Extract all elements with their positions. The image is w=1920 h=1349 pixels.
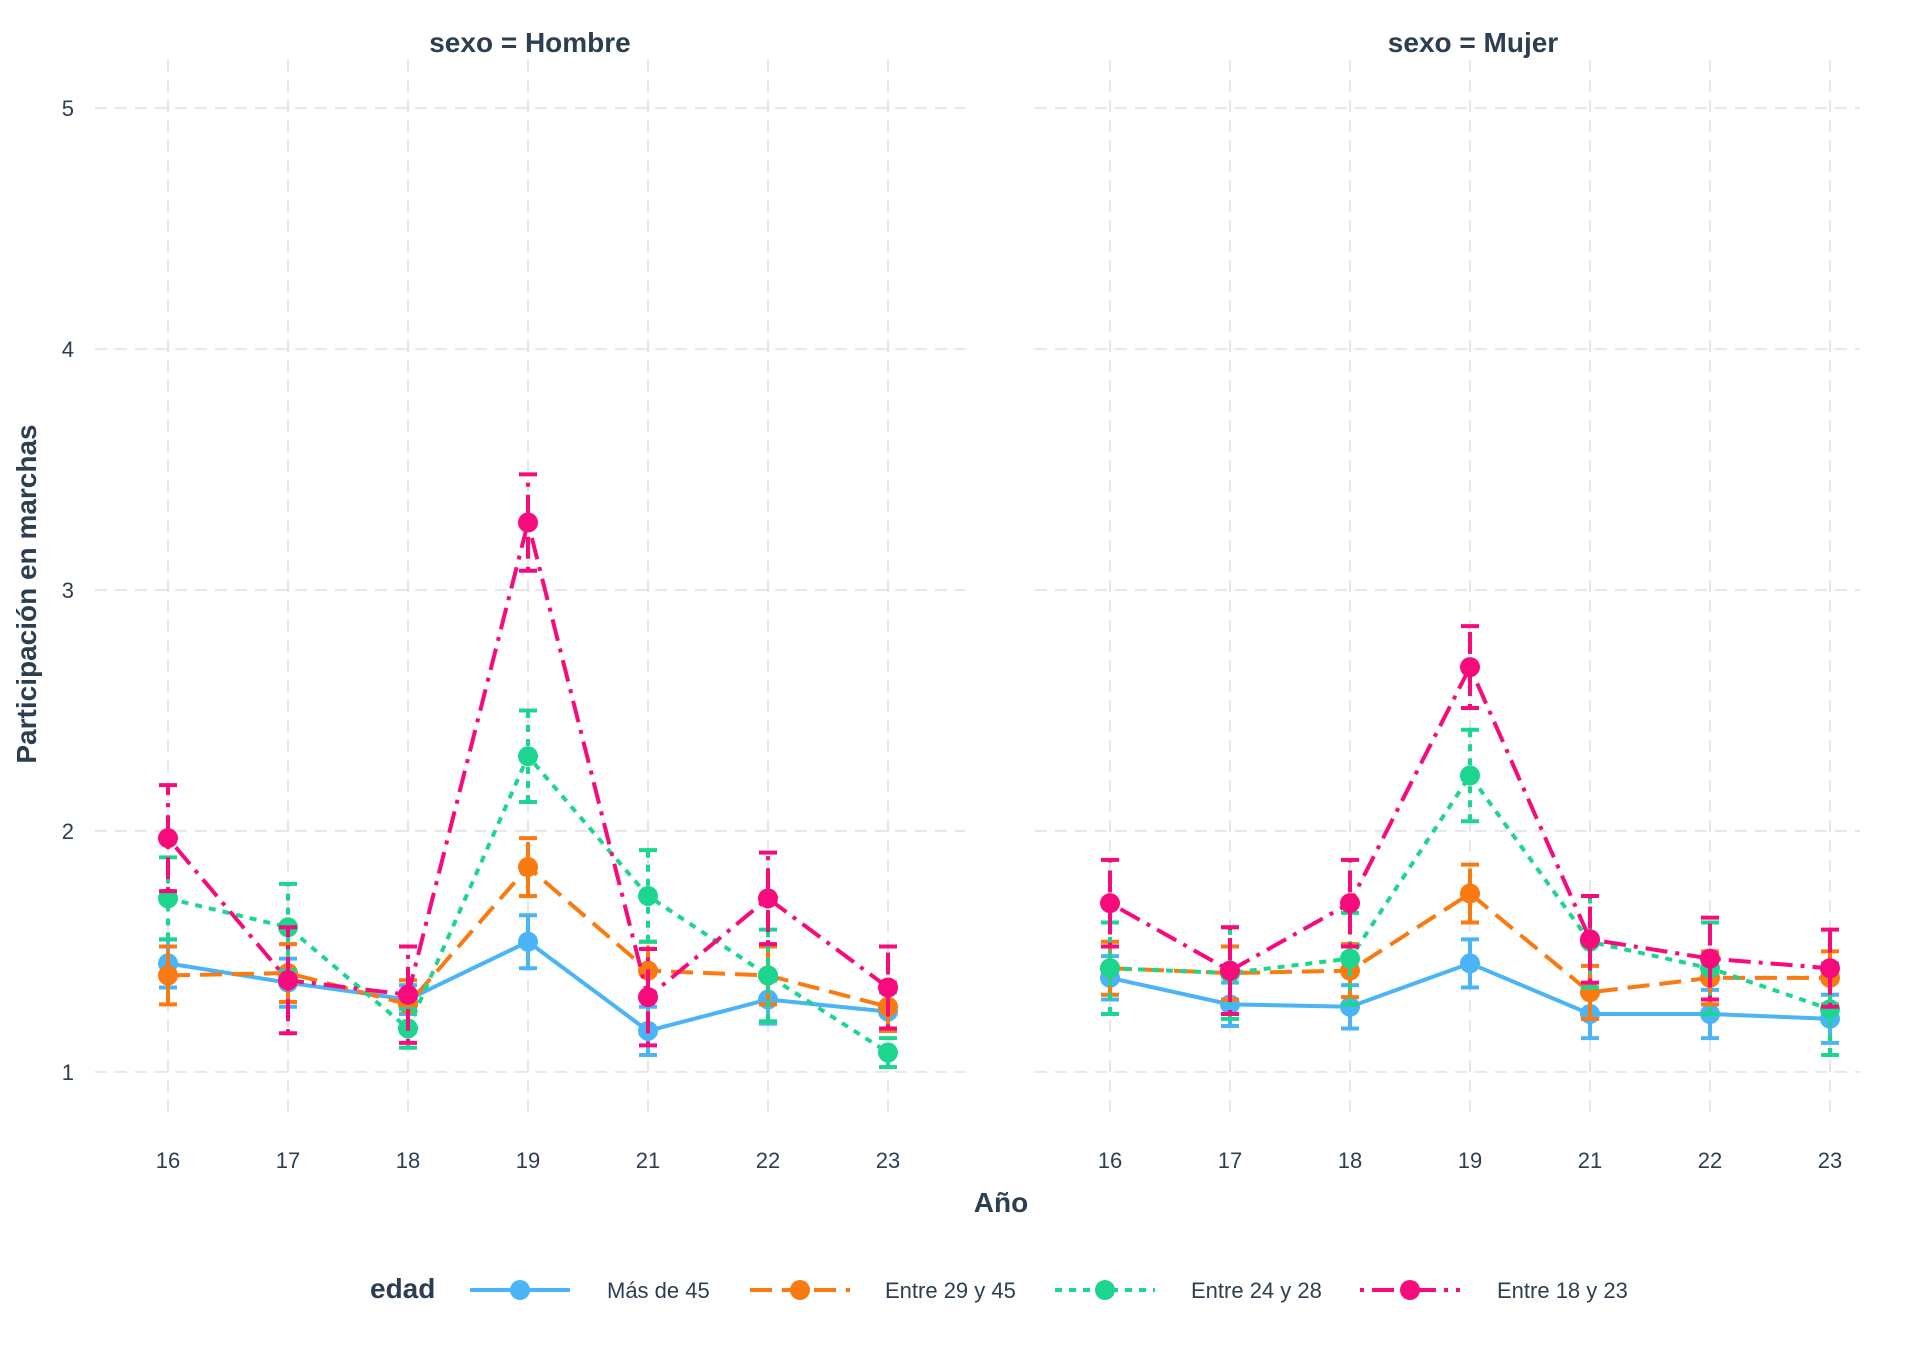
- text-layer: sexo = Hombre sexo = Mujer Año Participa…: [11, 27, 1628, 1304]
- x-tick-label: 19: [1458, 1148, 1482, 1173]
- legend-key-point: [1400, 1280, 1420, 1300]
- x-tick-label: 22: [756, 1148, 780, 1173]
- data-layer: [158, 472, 1840, 1069]
- x-axis-title: Año: [974, 1187, 1028, 1218]
- legend-key-mas-de-45: [470, 1280, 570, 1300]
- x-tick-label: 23: [876, 1148, 900, 1173]
- legend-label-entre-29-y-45: Entre 29 y 45: [885, 1278, 1016, 1303]
- series-entre-18-y-23-panel-2: [1100, 624, 1840, 1016]
- strip-label-hombre: sexo = Hombre: [429, 27, 631, 58]
- data-point: [1340, 893, 1360, 914]
- y-tick-label: 4: [62, 337, 74, 362]
- x-tick-label: 18: [396, 1148, 420, 1173]
- x-tick-label: 21: [636, 1148, 660, 1173]
- data-point: [878, 977, 898, 998]
- data-point: [638, 987, 658, 1008]
- legend-label-mas-de-45: Más de 45: [607, 1278, 710, 1303]
- data-point: [1700, 948, 1720, 969]
- data-point: [1460, 657, 1480, 678]
- data-point: [1820, 958, 1840, 979]
- strip-label-mujer: sexo = Mujer: [1388, 27, 1559, 58]
- legend-key-entre-18-y-23: [1360, 1280, 1460, 1300]
- y-axis-title: Participación en marchas: [11, 424, 42, 763]
- legend-key-entre-29-y-45: [750, 1280, 850, 1300]
- data-point: [758, 888, 778, 909]
- legend-label-entre-18-y-23: Entre 18 y 23: [1497, 1278, 1628, 1303]
- data-point: [638, 885, 658, 906]
- x-tick-label: 19: [516, 1148, 540, 1173]
- series-entre-24-y-28-panel-1: [158, 708, 898, 1069]
- data-point: [1340, 996, 1360, 1017]
- data-point: [518, 512, 538, 533]
- x-tick-label: 16: [156, 1148, 180, 1173]
- data-point: [1220, 960, 1240, 981]
- x-tick-label: 17: [276, 1148, 300, 1173]
- y-tick-label: 5: [62, 96, 74, 121]
- legend-keys: [470, 1280, 1460, 1300]
- data-point: [398, 984, 418, 1005]
- data-point: [1100, 893, 1120, 914]
- data-point: [278, 970, 298, 991]
- data-point: [158, 828, 178, 849]
- data-point: [1460, 953, 1480, 974]
- data-point: [1820, 999, 1840, 1020]
- x-tick-label: 21: [1578, 1148, 1602, 1173]
- x-tick-label: 23: [1818, 1148, 1842, 1173]
- data-point: [1460, 765, 1480, 786]
- legend-title: edad: [370, 1273, 435, 1304]
- x-tick-label: 17: [1218, 1148, 1242, 1173]
- data-point: [158, 965, 178, 986]
- data-point: [518, 931, 538, 952]
- legend-label-entre-24-y-28: Entre 24 y 28: [1191, 1278, 1322, 1303]
- data-point: [758, 965, 778, 986]
- legend-key-point: [510, 1280, 530, 1300]
- y-tick-label: 1: [62, 1060, 74, 1085]
- x-tick-label: 18: [1338, 1148, 1362, 1173]
- data-point: [878, 1042, 898, 1063]
- data-point: [158, 888, 178, 909]
- legend-key-point: [1095, 1280, 1115, 1300]
- data-point: [1340, 948, 1360, 969]
- data-point: [1460, 883, 1480, 904]
- y-tick-label: 3: [62, 578, 74, 603]
- data-point: [1580, 929, 1600, 950]
- data-point: [1100, 958, 1120, 979]
- legend-key-point: [790, 1280, 810, 1300]
- data-point: [518, 746, 538, 767]
- data-point: [518, 857, 538, 878]
- x-tick-label: 16: [1098, 1148, 1122, 1173]
- series-entre-18-y-23-panel-1: [158, 472, 898, 1048]
- y-tick-label: 2: [62, 819, 74, 844]
- legend-key-entre-24-y-28: [1055, 1280, 1155, 1300]
- x-tick-label: 22: [1698, 1148, 1722, 1173]
